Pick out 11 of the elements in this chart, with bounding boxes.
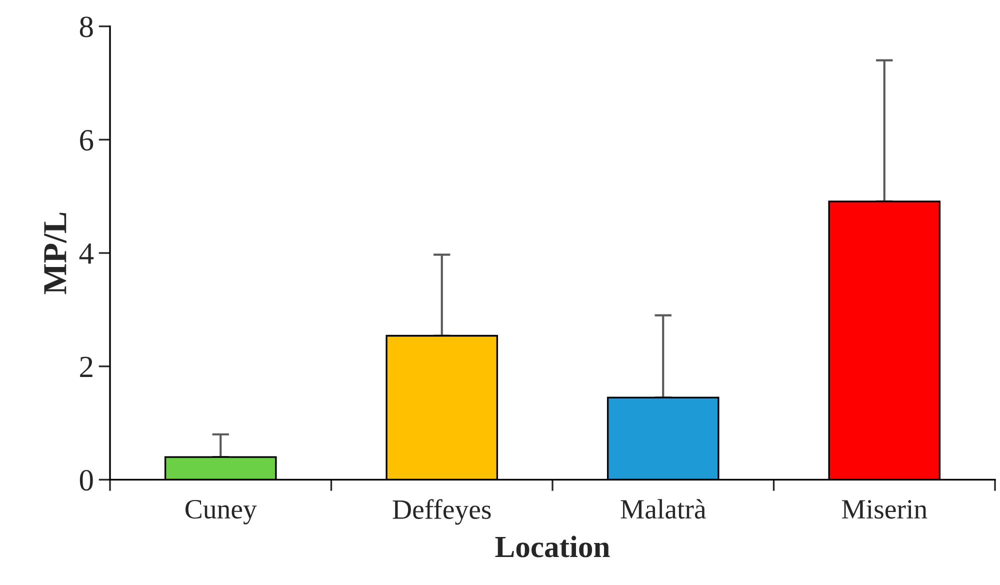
x-tick-label: Malatrà: [620, 499, 706, 519]
y-tick-label: 8: [80, 16, 93, 38]
y-tick-label: 0: [80, 470, 93, 491]
x-tick-label: Deffeyes: [392, 499, 491, 525]
y-tick-label: 6: [80, 130, 94, 151]
x-tick-label: Cuney: [186, 500, 257, 524]
y-tick-label: 2: [80, 356, 92, 377]
x-tick-label: Miserin: [842, 500, 928, 519]
y-axis-title: MP/L: [44, 212, 66, 294]
y-tick-label: 4: [79, 244, 94, 264]
x-axis-title: Location: [495, 536, 610, 558]
